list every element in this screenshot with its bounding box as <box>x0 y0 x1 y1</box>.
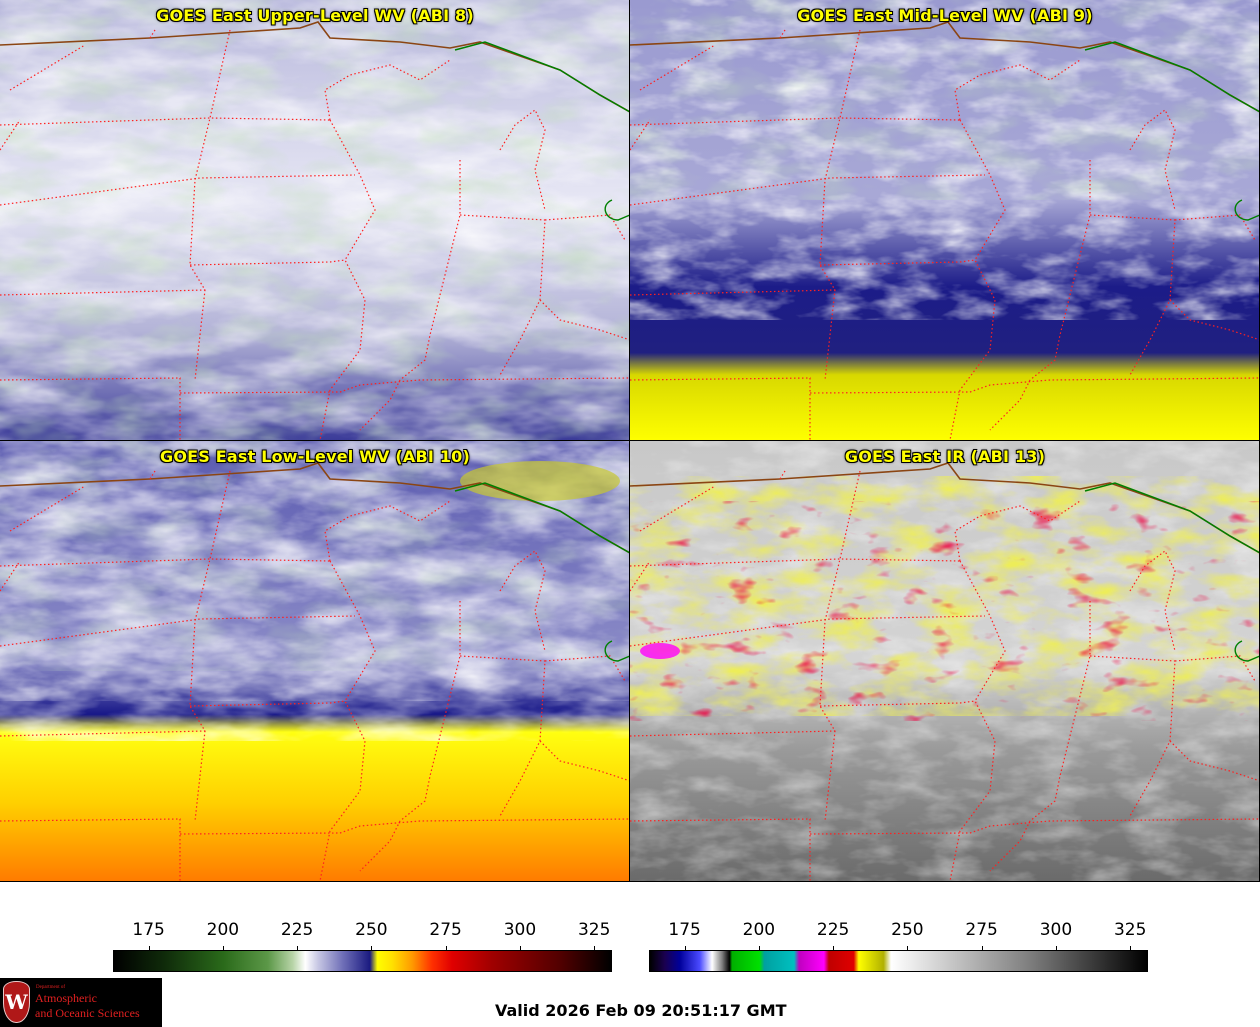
panel-title: GOES East IR (ABI 13) <box>844 447 1046 466</box>
tick-label: 325 <box>1113 920 1147 940</box>
tick-mark <box>758 946 760 951</box>
ir-colorbar-strip <box>649 950 1148 972</box>
tick-label: 275 <box>965 920 998 940</box>
tick-mark <box>833 946 835 951</box>
logo-line-2: and Oceanic Sciences <box>35 1006 140 1020</box>
panel-title: GOES East Low-Level WV (ABI 10) <box>159 447 470 466</box>
tick-mark <box>297 946 299 951</box>
valid-time: Valid 2026 Feb 09 20:51:17 GMT <box>495 1001 787 1020</box>
tick-label: 200 <box>742 920 776 940</box>
tick-label: 250 <box>891 920 924 940</box>
mid-level-wv-image <box>630 0 1259 440</box>
ir-panel: GOES East IR (ABI 13) <box>630 441 1260 882</box>
tick-label: 300 <box>503 920 537 940</box>
tick-label: 225 <box>816 920 850 940</box>
tick-mark <box>222 946 224 951</box>
mid-level-wv-panel: GOES East Mid-Level WV (ABI 9) <box>630 0 1260 441</box>
aos-logo: W Department of Atmospheric and Oceanic … <box>0 978 162 1027</box>
tick-mark <box>519 946 521 951</box>
uw-crest-icon: W <box>3 981 30 1023</box>
tick-mark <box>1055 946 1057 951</box>
panel-title: GOES East Upper-Level WV (ABI 8) <box>156 6 474 25</box>
tick-label: 200 <box>206 920 240 940</box>
upper-level-wv-image <box>0 0 629 440</box>
tick-label: 225 <box>280 920 314 940</box>
tick-mark <box>1130 946 1132 951</box>
tick-mark <box>684 946 686 951</box>
tick-label: 250 <box>355 920 388 940</box>
tick-label: 300 <box>1039 920 1073 940</box>
tick-label: 175 <box>668 920 701 940</box>
logo-dept-text: Department of <box>36 985 66 990</box>
tick-mark <box>907 946 909 951</box>
low-level-wv-panel: GOES East Low-Level WV (ABI 10) <box>0 441 630 882</box>
ir-image <box>630 441 1259 881</box>
tick-mark <box>594 946 596 951</box>
tick-mark <box>445 946 447 951</box>
upper-level-wv-panel: GOES East Upper-Level WV (ABI 8) <box>0 0 630 441</box>
tick-mark <box>981 946 983 951</box>
tick-mark <box>371 946 373 951</box>
tick-mark <box>148 946 150 951</box>
tick-label: 325 <box>577 920 611 940</box>
low-level-wv-image <box>0 441 629 881</box>
tick-label: 175 <box>132 920 165 940</box>
panel-title: GOES East Mid-Level WV (ABI 9) <box>797 6 1093 25</box>
tick-label: 275 <box>429 920 462 940</box>
wv-colorbar-strip <box>113 950 612 972</box>
logo-line-1: Atmospheric <box>35 991 97 1005</box>
